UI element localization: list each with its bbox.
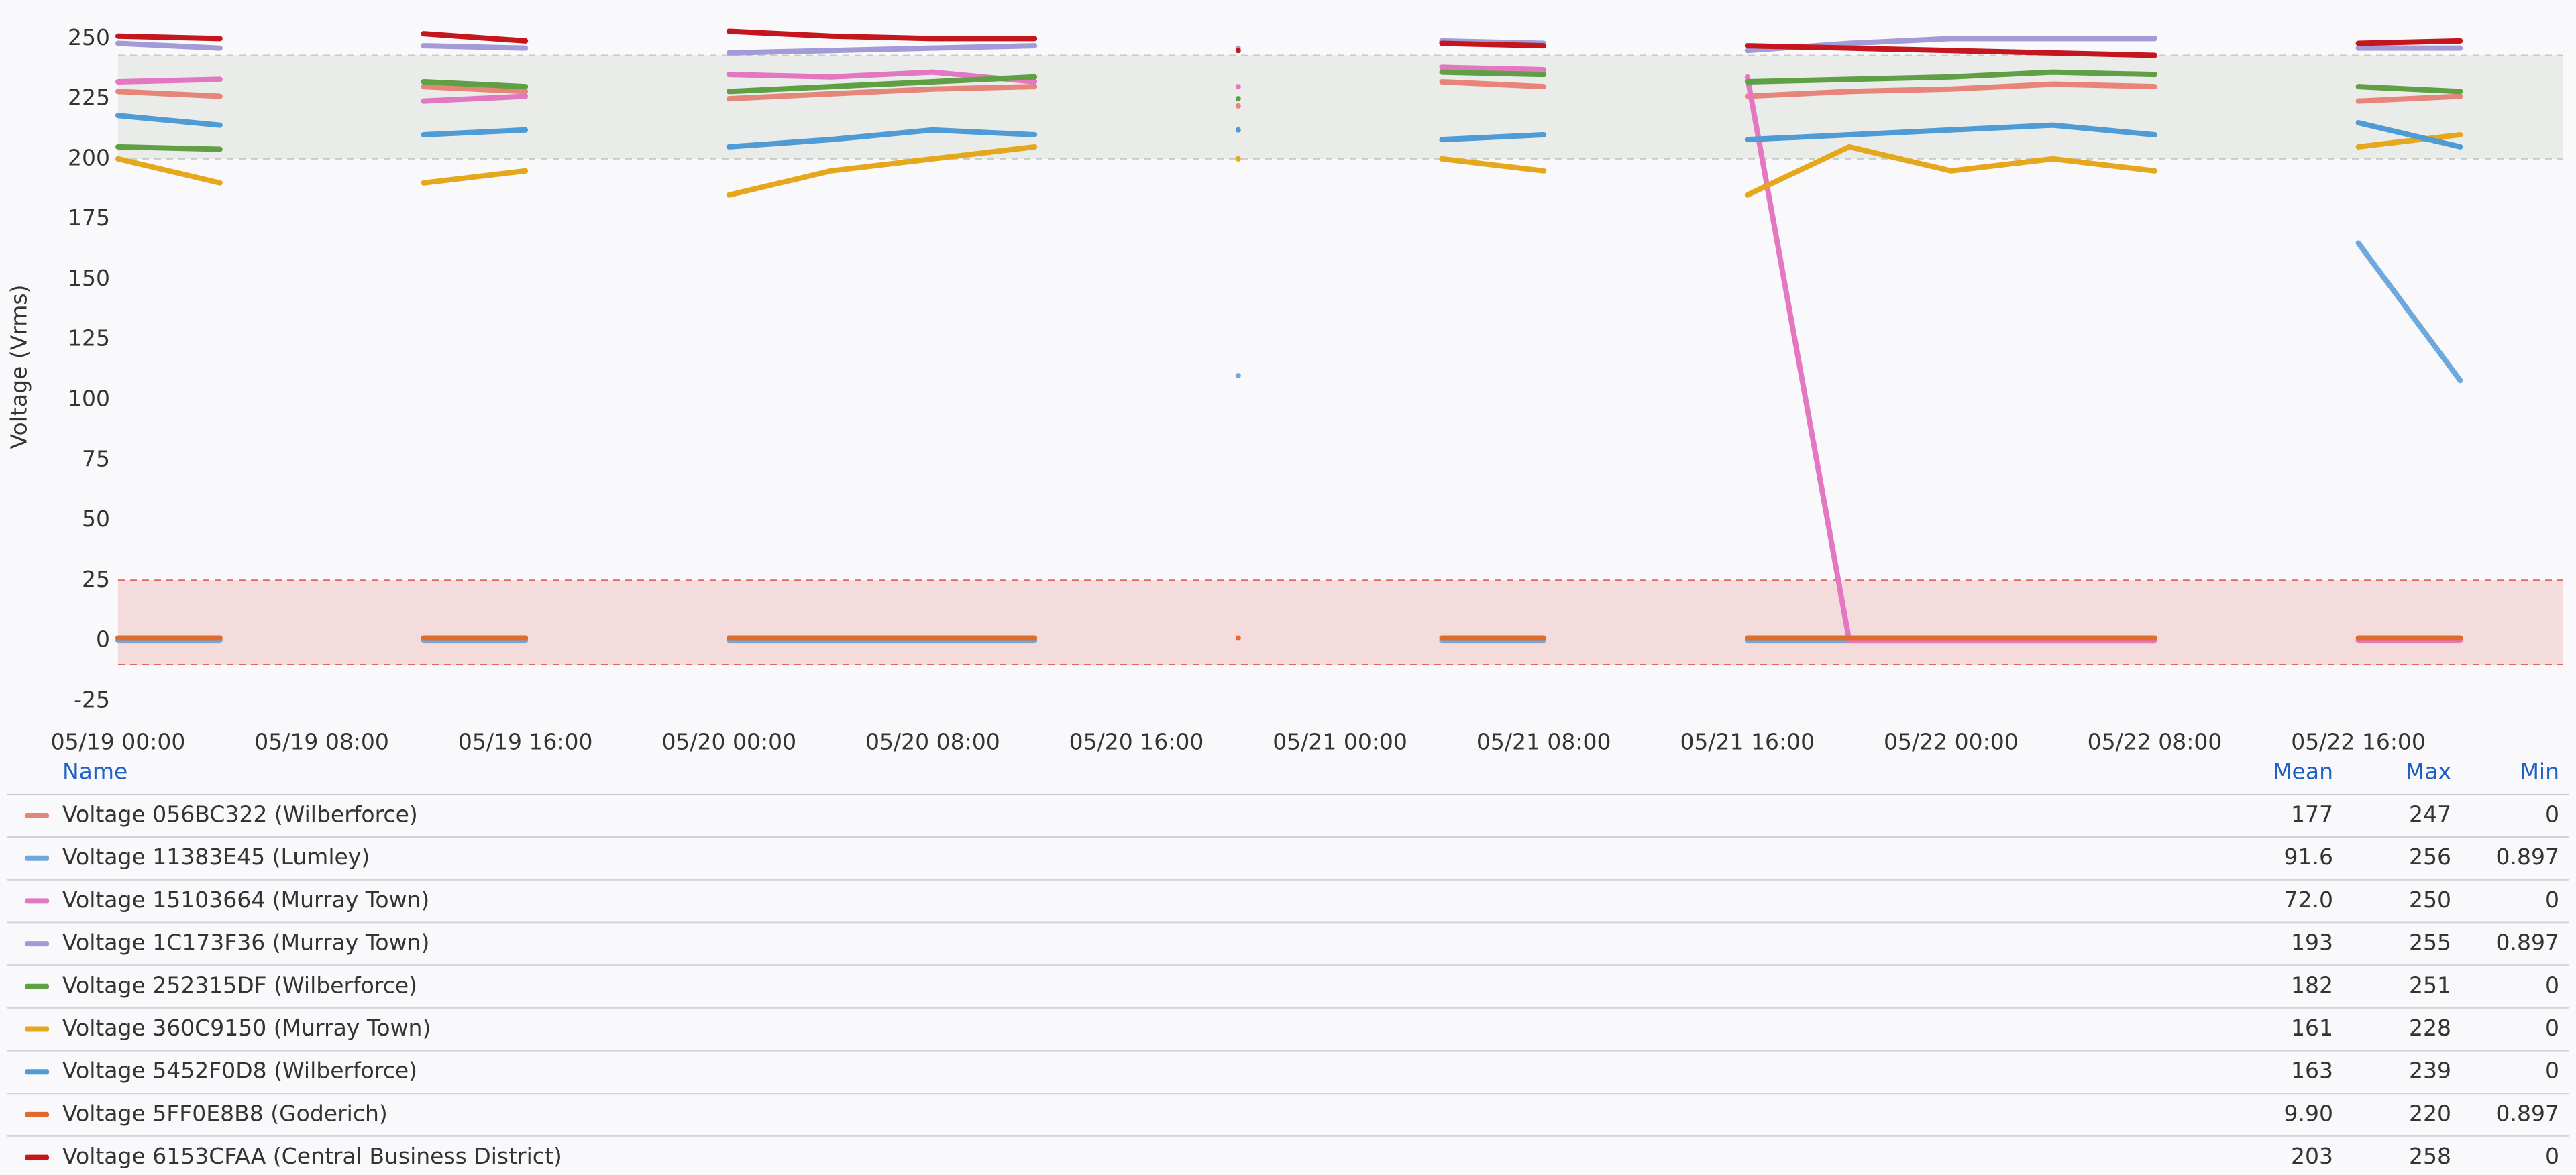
stat-value: 72.0 <box>2284 887 2333 913</box>
x-tick-label: 05/21 08:00 <box>1477 729 1611 755</box>
legend-swatch[interactable] <box>25 1069 49 1075</box>
stat-value: 258 <box>2409 1143 2451 1169</box>
stat-value: 0 <box>2545 1143 2559 1169</box>
series-line <box>115 69 2463 152</box>
stat-value: 247 <box>2409 801 2451 828</box>
y-tick-label: 100 <box>68 385 110 411</box>
series-line <box>115 131 2463 198</box>
stat-value: 250 <box>2409 887 2451 913</box>
series-line <box>115 36 2463 56</box>
stat-value: 239 <box>2409 1058 2451 1084</box>
table-header[interactable]: Min <box>2520 759 2559 785</box>
series-line <box>115 28 2463 58</box>
table-header[interactable]: Mean <box>2273 759 2333 785</box>
stat-value: 0.897 <box>2496 930 2559 956</box>
stat-value: 177 <box>2291 801 2333 828</box>
stat-value: 9.90 <box>2284 1100 2333 1126</box>
series-line <box>115 113 2463 150</box>
legend-name[interactable]: Voltage 056BC322 (Wilberforce) <box>62 801 418 828</box>
legend-swatch[interactable] <box>25 1111 49 1117</box>
x-tick-label: 05/20 08:00 <box>865 729 1000 755</box>
table-header[interactable]: Max <box>2406 759 2451 785</box>
x-tick-label: 05/21 00:00 <box>1273 729 1407 755</box>
stat-value: 203 <box>2291 1143 2333 1169</box>
y-tick-label: 125 <box>68 325 110 351</box>
stat-value: 256 <box>2409 844 2451 870</box>
x-tick-label: 05/20 16:00 <box>1069 729 1204 755</box>
legend-name[interactable]: Voltage 5452F0D8 (Wilberforce) <box>62 1058 417 1084</box>
legend-swatch[interactable] <box>25 813 49 818</box>
x-tick-label: 05/22 08:00 <box>2088 729 2222 755</box>
y-axis-label: Voltage (Vrms) <box>6 285 32 449</box>
legend-name[interactable]: Voltage 11383E45 (Lumley) <box>62 844 370 870</box>
stat-value: 193 <box>2291 930 2333 956</box>
legend-swatch[interactable] <box>25 941 49 947</box>
y-tick-label: 0 <box>96 626 110 653</box>
y-tick-label: 150 <box>68 265 110 291</box>
stat-value: 0 <box>2545 1015 2559 1041</box>
legend-name[interactable]: Voltage 252315DF (Wilberforce) <box>62 972 417 998</box>
stat-value: 0 <box>2545 887 2559 913</box>
stat-value: 182 <box>2291 972 2333 998</box>
y-tick-label: 225 <box>68 85 110 111</box>
legend-name[interactable]: Voltage 360C9150 (Murray Town) <box>62 1015 431 1041</box>
legend-swatch[interactable] <box>25 983 49 989</box>
legend-swatch[interactable] <box>25 1154 49 1160</box>
stat-value: 163 <box>2291 1058 2333 1084</box>
stat-value: 0.897 <box>2496 1100 2559 1126</box>
legend-swatch[interactable] <box>25 898 49 904</box>
stat-value: 220 <box>2409 1100 2451 1126</box>
stat-value: 161 <box>2291 1015 2333 1041</box>
x-tick-label: 05/19 08:00 <box>254 729 389 755</box>
x-tick-label: 05/20 00:00 <box>661 729 796 755</box>
series-line <box>115 78 2463 109</box>
stat-value: 0 <box>2545 801 2559 828</box>
y-tick-label: 50 <box>82 506 110 532</box>
stat-value: 228 <box>2409 1015 2451 1041</box>
stat-value: 251 <box>2409 972 2451 998</box>
stat-value: 255 <box>2409 930 2451 956</box>
table-header[interactable]: Name <box>62 759 127 785</box>
legend-swatch[interactable] <box>25 1026 49 1032</box>
legend-name[interactable]: Voltage 15103664 (Murray Town) <box>62 887 429 913</box>
y-tick-label: 250 <box>68 24 110 50</box>
x-tick-label: 05/19 00:00 <box>51 729 186 755</box>
stat-value: 0.897 <box>2496 844 2559 870</box>
y-tick-label: 25 <box>82 566 110 592</box>
x-tick-label: 05/19 16:00 <box>458 729 593 755</box>
series-line <box>115 64 2463 644</box>
y-tick-label: 175 <box>68 205 110 231</box>
legend-name[interactable]: Voltage 1C173F36 (Murray Town) <box>62 930 429 956</box>
threshold-band <box>118 580 2563 665</box>
x-tick-label: 05/21 16:00 <box>1680 729 1815 755</box>
legend-name[interactable]: Voltage 5FF0E8B8 (Goderich) <box>62 1100 388 1126</box>
stat-value: 0 <box>2545 972 2559 998</box>
stat-value: 91.6 <box>2284 844 2333 870</box>
y-tick-label: -25 <box>74 686 110 712</box>
stat-value: 0 <box>2545 1058 2559 1084</box>
x-tick-label: 05/22 16:00 <box>2291 729 2426 755</box>
legend-name[interactable]: Voltage 6153CFAA (Central Business Distr… <box>62 1143 562 1169</box>
legend-swatch[interactable] <box>25 855 49 861</box>
y-tick-label: 200 <box>68 144 110 170</box>
threshold-band <box>118 55 2563 159</box>
y-tick-label: 75 <box>82 445 110 471</box>
x-tick-label: 05/22 00:00 <box>1884 729 2019 755</box>
